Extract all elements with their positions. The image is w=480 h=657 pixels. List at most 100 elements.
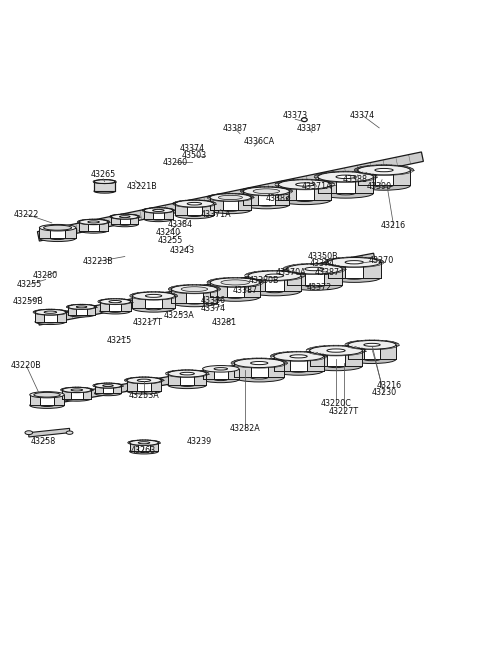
Ellipse shape (109, 310, 121, 312)
Text: 43255: 43255 (17, 280, 42, 289)
Ellipse shape (111, 214, 138, 219)
Ellipse shape (234, 359, 284, 367)
Ellipse shape (305, 284, 324, 287)
Polygon shape (30, 395, 64, 405)
Polygon shape (145, 296, 162, 308)
Polygon shape (227, 283, 244, 297)
Polygon shape (153, 210, 164, 219)
Ellipse shape (88, 229, 99, 232)
Polygon shape (109, 302, 121, 311)
Ellipse shape (71, 397, 83, 399)
Ellipse shape (278, 180, 331, 189)
Ellipse shape (180, 373, 194, 375)
Polygon shape (50, 228, 65, 238)
Text: 43387: 43387 (315, 268, 340, 277)
Text: 43371A: 43371A (301, 182, 332, 191)
Polygon shape (258, 191, 275, 205)
Polygon shape (210, 283, 260, 297)
Polygon shape (68, 307, 95, 315)
Ellipse shape (40, 394, 54, 396)
Polygon shape (71, 390, 83, 399)
Ellipse shape (153, 210, 164, 212)
Ellipse shape (305, 267, 324, 271)
Ellipse shape (210, 194, 251, 201)
Polygon shape (37, 152, 423, 241)
Ellipse shape (138, 450, 150, 453)
Polygon shape (180, 374, 194, 385)
Ellipse shape (287, 264, 342, 274)
Polygon shape (223, 198, 238, 210)
Text: 43374: 43374 (310, 260, 335, 268)
Polygon shape (39, 228, 76, 238)
Polygon shape (328, 262, 381, 278)
Ellipse shape (138, 442, 150, 443)
Ellipse shape (120, 215, 130, 217)
Polygon shape (144, 210, 173, 219)
Text: 43255: 43255 (158, 236, 183, 244)
Polygon shape (35, 312, 66, 322)
Polygon shape (37, 253, 375, 325)
Polygon shape (358, 170, 410, 185)
Ellipse shape (274, 366, 324, 375)
Text: 43371A: 43371A (201, 210, 231, 219)
Ellipse shape (258, 190, 275, 193)
Ellipse shape (180, 384, 194, 386)
Ellipse shape (375, 168, 393, 171)
Ellipse shape (109, 300, 121, 303)
Ellipse shape (364, 358, 380, 361)
Ellipse shape (171, 285, 217, 293)
Ellipse shape (34, 392, 60, 397)
Polygon shape (130, 443, 158, 451)
Ellipse shape (203, 376, 239, 382)
Ellipse shape (144, 208, 173, 213)
Ellipse shape (50, 227, 65, 229)
Ellipse shape (62, 388, 91, 392)
Text: 43220B: 43220B (11, 361, 42, 371)
Ellipse shape (30, 392, 64, 398)
Ellipse shape (35, 319, 66, 325)
Polygon shape (336, 177, 355, 193)
Polygon shape (62, 390, 91, 399)
Ellipse shape (40, 404, 54, 407)
Ellipse shape (100, 299, 131, 304)
Ellipse shape (234, 373, 284, 382)
Text: 43386: 43386 (201, 296, 226, 305)
Polygon shape (248, 276, 301, 291)
Ellipse shape (210, 278, 260, 287)
Text: 43390: 43390 (367, 182, 392, 191)
Ellipse shape (328, 273, 381, 283)
Ellipse shape (175, 200, 214, 207)
Text: 43215: 43215 (107, 336, 132, 344)
Ellipse shape (265, 274, 284, 277)
Ellipse shape (336, 175, 355, 179)
Ellipse shape (175, 212, 214, 219)
Text: 43227T: 43227T (329, 407, 359, 416)
Ellipse shape (364, 344, 380, 346)
Text: 43370A: 43370A (276, 268, 307, 277)
Polygon shape (79, 222, 108, 231)
Text: 43388: 43388 (343, 175, 368, 184)
Ellipse shape (203, 365, 239, 372)
Ellipse shape (318, 188, 373, 198)
Ellipse shape (258, 203, 275, 206)
Polygon shape (348, 345, 396, 359)
Polygon shape (234, 363, 284, 378)
Polygon shape (251, 363, 268, 378)
Text: 43253A: 43253A (129, 391, 159, 400)
Ellipse shape (145, 307, 162, 310)
Ellipse shape (287, 281, 342, 290)
Text: 43374: 43374 (201, 304, 226, 313)
Polygon shape (274, 356, 324, 371)
Text: 43280: 43280 (33, 271, 58, 280)
Ellipse shape (274, 352, 324, 361)
Ellipse shape (153, 218, 164, 220)
Ellipse shape (348, 340, 396, 349)
Ellipse shape (76, 313, 87, 315)
Polygon shape (88, 222, 99, 231)
Text: 43240: 43240 (156, 228, 180, 237)
Text: 43239: 43239 (187, 437, 212, 446)
Ellipse shape (66, 431, 73, 434)
Ellipse shape (127, 388, 161, 394)
Ellipse shape (286, 196, 290, 199)
Ellipse shape (310, 361, 362, 371)
